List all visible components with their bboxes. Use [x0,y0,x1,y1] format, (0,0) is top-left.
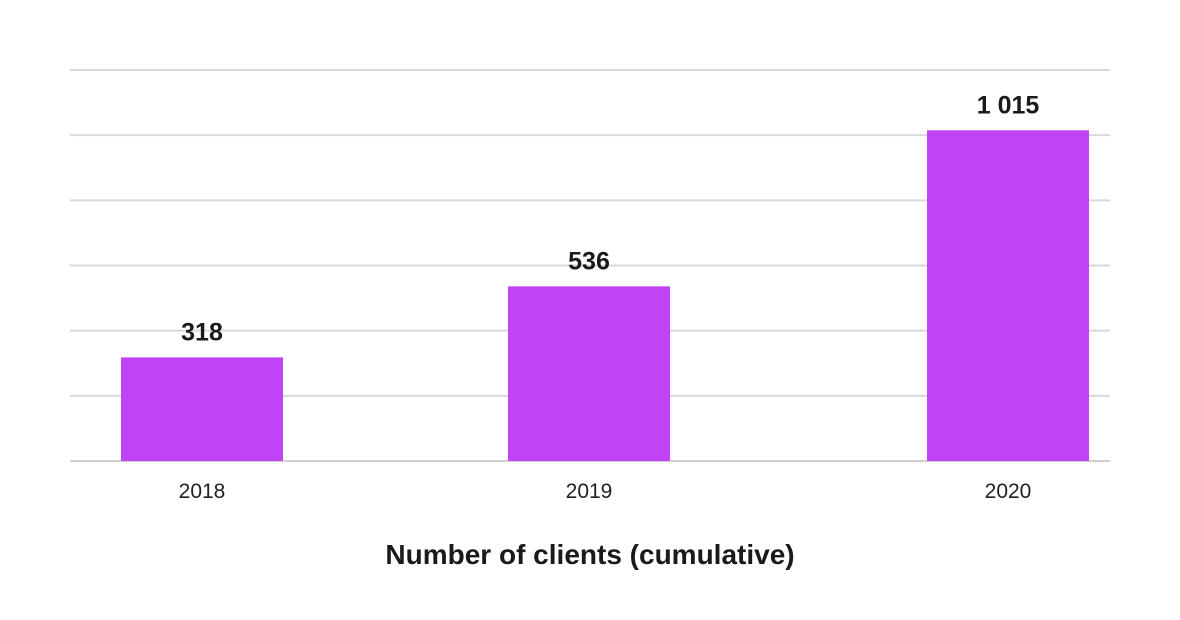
bar-2020 [927,130,1089,461]
bars [121,130,1089,461]
value-labels: 318 536 1 015 [181,91,1039,346]
x-tick-label-2018: 2018 [179,480,226,503]
x-tick-label-2019: 2019 [566,480,613,503]
value-label-2020: 1 015 [977,91,1040,119]
bar-2019 [508,286,670,461]
x-axis-title: Number of clients (cumulative) [385,539,794,570]
value-label-2018: 318 [181,318,223,346]
x-tick-labels: 2018 2019 2020 [179,480,1032,503]
x-tick-label-2020: 2020 [985,480,1032,503]
value-label-2019: 536 [568,247,610,275]
bar-2018 [121,357,283,461]
